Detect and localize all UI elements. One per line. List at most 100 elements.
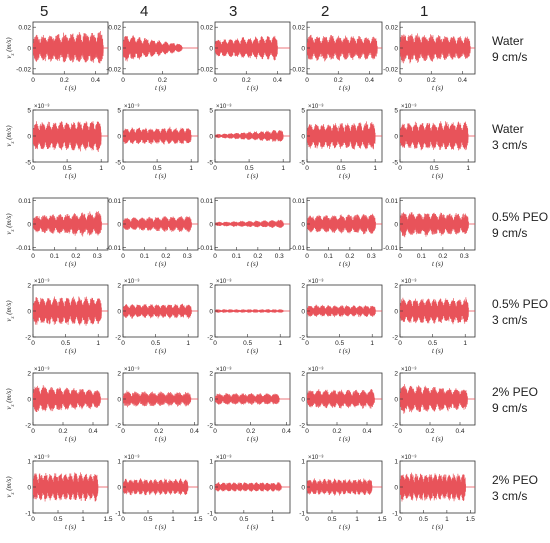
x-axis-label: t (s) bbox=[247, 435, 259, 443]
y-tick-label: 2 bbox=[209, 283, 213, 290]
axis-exponent: ×10⁻³ bbox=[308, 455, 323, 461]
y-tick-label: -2 bbox=[115, 423, 121, 430]
x-tick-label: 0.5 bbox=[63, 165, 72, 172]
velocity-trace bbox=[400, 121, 469, 151]
x-tick-label: 1 bbox=[463, 340, 467, 347]
y-tick-label: -0.02 bbox=[198, 66, 213, 73]
x-tick-label: 0 bbox=[121, 340, 125, 347]
panel: 20-20 0.5 1×10⁻³t (s) bbox=[392, 279, 476, 355]
y-tick-label: -2 bbox=[207, 335, 213, 342]
x-tick-label: 0 bbox=[305, 340, 309, 347]
x-tick-label: 0.2 bbox=[154, 428, 163, 435]
y-tick-label: 0.01 bbox=[292, 198, 305, 205]
x-axis-label: t (s) bbox=[65, 260, 77, 268]
y-tick-label: 0.02 bbox=[292, 25, 305, 32]
panel: 20-20 0.2 0.4×10⁻³t (s) bbox=[299, 367, 383, 443]
x-axis-label: t (s) bbox=[65, 172, 77, 180]
velocity-trace bbox=[215, 482, 282, 492]
x-tick-label: 0.2 bbox=[161, 253, 170, 260]
x-tick-label: 1 bbox=[355, 516, 359, 523]
axis-exponent: ×10⁻³ bbox=[216, 367, 231, 373]
axis-exponent: ×10⁻³ bbox=[308, 279, 323, 285]
y-tick-label: 0 bbox=[117, 397, 121, 404]
y-tick-label: 0 bbox=[209, 134, 213, 141]
velocity-trace bbox=[33, 385, 101, 413]
velocity-trace bbox=[307, 304, 376, 318]
y-tick-label: 0 bbox=[117, 485, 121, 492]
axis-exponent: ×10⁻³ bbox=[124, 104, 139, 110]
x-axis-label: t (s) bbox=[155, 523, 167, 531]
x-tick-label: 0 bbox=[31, 516, 35, 523]
x-tick-label: 0 bbox=[398, 428, 402, 435]
y-tick-label: 0 bbox=[27, 485, 31, 492]
x-tick-label: 0.3 bbox=[183, 253, 192, 260]
panel: 50-50 0.5 1×10⁻³t (s) bbox=[299, 104, 383, 180]
x-tick-label: 0.5 bbox=[53, 516, 62, 523]
x-tick-label: 0 bbox=[213, 340, 217, 347]
x-axis-label: t (s) bbox=[432, 260, 444, 268]
x-tick-label: 0.5 bbox=[239, 516, 248, 523]
x-tick-label: 0.2 bbox=[58, 428, 67, 435]
y-tick-label: 0 bbox=[117, 222, 121, 229]
x-tick-label: 0 bbox=[121, 165, 125, 172]
panel: 0.010-0.010 0.1 0.2 0.3t (s) bbox=[106, 197, 199, 268]
y-tick-label: -0.01 bbox=[198, 245, 213, 252]
x-tick-label: 0 bbox=[398, 165, 402, 172]
y-tick-label: -5 bbox=[207, 160, 213, 167]
y-tick-label: 1 bbox=[394, 459, 398, 466]
y-tick-label: -2 bbox=[25, 423, 31, 430]
y-tick-label: 1 bbox=[27, 459, 31, 466]
x-axis-label: t (s) bbox=[247, 172, 259, 180]
velocity-trace bbox=[33, 31, 104, 64]
x-axis-label: t (s) bbox=[65, 435, 77, 443]
x-tick-label: 0.2 bbox=[332, 428, 341, 435]
x-axis-label: t (s) bbox=[247, 84, 259, 92]
x-tick-label: 0.2 bbox=[253, 253, 262, 260]
y-tick-label: 0 bbox=[301, 46, 305, 53]
panel: 20-20 0.5 1×10⁻³t (s) bbox=[115, 279, 199, 355]
column-header: 5 bbox=[40, 3, 48, 20]
y-tick-label: 0.02 bbox=[18, 25, 31, 32]
y-tick-label: 0 bbox=[117, 46, 121, 53]
axis-exponent: ×10⁻³ bbox=[401, 367, 416, 373]
row-label-line2: 9 cm/s bbox=[492, 50, 527, 64]
x-tick-label: 0 bbox=[398, 340, 402, 347]
row-label-line1: Water bbox=[492, 34, 524, 48]
x-tick-label: 0 bbox=[305, 165, 309, 172]
y-tick-label: 0 bbox=[209, 485, 213, 492]
x-tick-label: 0 bbox=[398, 77, 402, 84]
axis-exponent: ×10⁻³ bbox=[124, 455, 139, 461]
x-tick-label: 0.2 bbox=[60, 77, 69, 84]
x-tick-label: 1.5 bbox=[377, 516, 386, 523]
x-tick-label: 0 bbox=[31, 428, 35, 435]
x-tick-label: 0.2 bbox=[425, 428, 434, 435]
y-tick-label: 0 bbox=[117, 134, 121, 141]
x-tick-label: 0.2 bbox=[71, 253, 80, 260]
y-tick-label: 0 bbox=[301, 134, 305, 141]
velocity-trace bbox=[33, 121, 102, 152]
panel: 0.010-0.010 0.1 0.2 0.3t (s) bbox=[383, 197, 476, 268]
velocity-trace bbox=[215, 130, 284, 142]
x-tick-label: 0 bbox=[213, 428, 217, 435]
axis-exponent: ×10⁻³ bbox=[34, 104, 49, 110]
y-tick-label: 5 bbox=[301, 108, 305, 115]
panel: 50-50 0.5 1×10⁻³t (s) bbox=[115, 104, 199, 180]
y-tick-label: 0 bbox=[209, 46, 213, 53]
x-tick-label: 0.5 bbox=[430, 165, 439, 172]
x-tick-label: 1 bbox=[186, 340, 190, 347]
y-tick-label: -0.02 bbox=[106, 66, 121, 73]
panel: 20-20 0.5 1×10⁻³t (s) bbox=[207, 279, 291, 355]
x-tick-label: 0.1 bbox=[417, 253, 426, 260]
x-tick-label: 0 bbox=[213, 253, 217, 260]
axis-exponent: ×10⁻³ bbox=[34, 367, 49, 373]
x-tick-label: 0.5 bbox=[243, 340, 252, 347]
x-tick-label: 1 bbox=[373, 165, 377, 172]
x-tick-label: 1 bbox=[96, 340, 100, 347]
y-tick-label: 0 bbox=[117, 309, 121, 316]
x-tick-label: 0 bbox=[213, 165, 217, 172]
row-label-line2: 9 cm/s bbox=[492, 401, 527, 415]
x-tick-label: 0.4 bbox=[458, 77, 467, 84]
x-axis-label: t (s) bbox=[155, 84, 167, 92]
y-tick-label: -5 bbox=[115, 160, 121, 167]
